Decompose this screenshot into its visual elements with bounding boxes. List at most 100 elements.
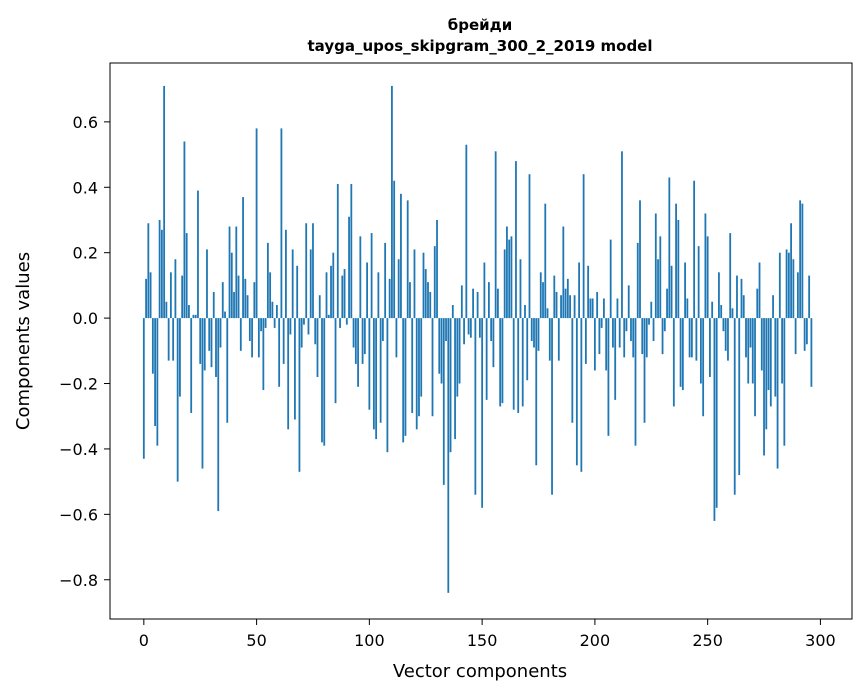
- bar: [239, 318, 242, 351]
- bar: [485, 318, 488, 400]
- bar: [174, 259, 177, 319]
- bar: [618, 318, 621, 348]
- bar: [679, 318, 682, 387]
- bar: [515, 161, 517, 319]
- bar: [557, 318, 560, 361]
- bar: [269, 272, 272, 319]
- bar: [217, 318, 220, 512]
- bar: [348, 216, 350, 319]
- bar: [409, 282, 411, 319]
- bar: [463, 318, 465, 345]
- bar: [508, 239, 511, 319]
- bar: [442, 318, 445, 485]
- bar: [499, 318, 502, 407]
- bar: [336, 184, 339, 319]
- bar: [280, 128, 283, 319]
- bar: [524, 305, 526, 319]
- bar: [384, 242, 387, 319]
- bar: [142, 318, 145, 459]
- bar: [221, 282, 224, 319]
- bar: [391, 85, 393, 319]
- bar: [666, 288, 668, 319]
- bar: [438, 318, 441, 374]
- bar: [774, 318, 777, 397]
- bar: [724, 318, 727, 351]
- bar: [616, 298, 619, 319]
- bar: [483, 262, 486, 319]
- bar: [589, 298, 592, 319]
- bar: [478, 318, 481, 338]
- bar: [147, 223, 150, 319]
- bar: [237, 275, 240, 319]
- bar: [553, 275, 556, 319]
- bar: [359, 236, 362, 319]
- bar: [681, 318, 684, 391]
- bar: [422, 252, 425, 319]
- bar: [745, 318, 747, 358]
- x-tick-label: 100: [354, 631, 385, 650]
- bar: [573, 295, 576, 319]
- bar: [598, 318, 601, 355]
- x-tick-label: 200: [580, 631, 611, 650]
- bar: [537, 318, 540, 351]
- bar: [429, 291, 432, 319]
- bar: [670, 265, 673, 319]
- bar: [210, 318, 213, 368]
- bar: [469, 318, 472, 338]
- bar: [169, 272, 172, 319]
- bar: [215, 318, 217, 377]
- bar: [332, 252, 335, 319]
- bar: [456, 318, 459, 397]
- bar: [630, 318, 632, 341]
- bar: [296, 265, 299, 319]
- bar: [264, 318, 267, 328]
- bar: [352, 318, 355, 348]
- bar: [636, 242, 639, 319]
- bar: [300, 318, 303, 348]
- bar: [578, 262, 580, 319]
- bar: [562, 226, 565, 319]
- bar: [314, 318, 317, 345]
- bar: [643, 318, 646, 423]
- bar: [526, 318, 529, 381]
- bar: [233, 291, 235, 319]
- bar: [555, 291, 558, 319]
- bar: [787, 252, 790, 319]
- bar: [702, 318, 705, 417]
- bar: [406, 200, 409, 319]
- bar: [566, 278, 569, 319]
- bar: [343, 269, 346, 319]
- bar: [334, 318, 337, 404]
- bar: [582, 174, 585, 319]
- bar: [625, 318, 628, 332]
- bar: [327, 314, 330, 319]
- bar: [393, 180, 396, 319]
- bar: [512, 318, 515, 410]
- bar: [709, 318, 711, 377]
- bar: [713, 318, 716, 521]
- bar: [298, 318, 301, 472]
- bar: [546, 308, 549, 319]
- bar: [648, 318, 650, 325]
- bar: [339, 318, 341, 328]
- bar: [781, 318, 783, 384]
- bar: [623, 318, 626, 358]
- bar: [149, 272, 152, 319]
- bar: [790, 223, 792, 319]
- bar: [192, 314, 195, 319]
- bar: [740, 278, 743, 319]
- y-tick-label: 0.2: [73, 244, 98, 263]
- x-tick-label: 250: [692, 631, 723, 650]
- bar: [203, 318, 206, 371]
- bar: [330, 265, 332, 319]
- bar: [454, 318, 456, 440]
- bar: [733, 318, 736, 495]
- bar: [379, 318, 382, 423]
- y-tick-label: 0.4: [73, 178, 98, 197]
- bar: [639, 200, 641, 319]
- bar: [503, 249, 506, 319]
- bar: [418, 318, 420, 417]
- bar: [381, 318, 384, 341]
- bar: [433, 246, 436, 319]
